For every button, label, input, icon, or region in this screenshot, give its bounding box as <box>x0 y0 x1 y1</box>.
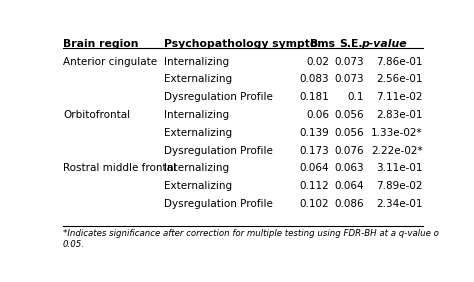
Text: 0.073: 0.073 <box>335 57 364 67</box>
Text: *Indicates significance after correction for multiple testing using FDR-BH at a : *Indicates significance after correction… <box>63 229 439 238</box>
Text: 0.064: 0.064 <box>300 164 329 173</box>
Text: 7.89e-02: 7.89e-02 <box>376 181 423 191</box>
Text: 0.076: 0.076 <box>335 146 364 156</box>
Text: 0.056: 0.056 <box>335 128 364 138</box>
Text: 0.083: 0.083 <box>300 74 329 84</box>
Text: Dysregulation Profile: Dysregulation Profile <box>164 199 273 209</box>
Text: 0.063: 0.063 <box>335 164 364 173</box>
Text: Psychopathology symptoms: Psychopathology symptoms <box>164 39 335 49</box>
Text: 0.181: 0.181 <box>300 92 329 102</box>
Text: Rostral middle frontal: Rostral middle frontal <box>63 164 176 173</box>
Text: p-value: p-value <box>362 39 407 49</box>
Text: 0.064: 0.064 <box>335 181 364 191</box>
Text: Externalizing: Externalizing <box>164 128 232 138</box>
Text: 7.86e-01: 7.86e-01 <box>376 57 423 67</box>
Text: 3.11e-01: 3.11e-01 <box>376 164 423 173</box>
Text: 0.056: 0.056 <box>335 110 364 120</box>
Text: 0.086: 0.086 <box>335 199 364 209</box>
Text: Dysregulation Profile: Dysregulation Profile <box>164 92 273 102</box>
Text: Externalizing: Externalizing <box>164 74 232 84</box>
Text: Orbitofrontal: Orbitofrontal <box>63 110 130 120</box>
Text: 0.073: 0.073 <box>335 74 364 84</box>
Text: 0.102: 0.102 <box>300 199 329 209</box>
Text: 0.02: 0.02 <box>306 57 329 67</box>
Text: 2.34e-01: 2.34e-01 <box>376 199 423 209</box>
Text: Externalizing: Externalizing <box>164 181 232 191</box>
Text: Internalizing: Internalizing <box>164 57 229 67</box>
Text: Internalizing: Internalizing <box>164 110 229 120</box>
Text: 0.112: 0.112 <box>300 181 329 191</box>
Text: 2.56e-01: 2.56e-01 <box>376 74 423 84</box>
Text: Internalizing: Internalizing <box>164 164 229 173</box>
Text: 0.06: 0.06 <box>306 110 329 120</box>
Text: 0.139: 0.139 <box>300 128 329 138</box>
Text: Dysregulation Profile: Dysregulation Profile <box>164 146 273 156</box>
Text: 0.173: 0.173 <box>300 146 329 156</box>
Text: 1.33e-02*: 1.33e-02* <box>371 128 423 138</box>
Text: 2.22e-02*: 2.22e-02* <box>371 146 423 156</box>
Text: S.E.: S.E. <box>339 39 363 49</box>
Text: B: B <box>310 39 319 49</box>
Text: 0.05.: 0.05. <box>63 240 85 249</box>
Text: Anterior cingulate: Anterior cingulate <box>63 57 157 67</box>
Text: 2.83e-01: 2.83e-01 <box>376 110 423 120</box>
Text: Brain region: Brain region <box>63 39 138 49</box>
Text: 7.11e-02: 7.11e-02 <box>376 92 423 102</box>
Text: 0.1: 0.1 <box>347 92 364 102</box>
